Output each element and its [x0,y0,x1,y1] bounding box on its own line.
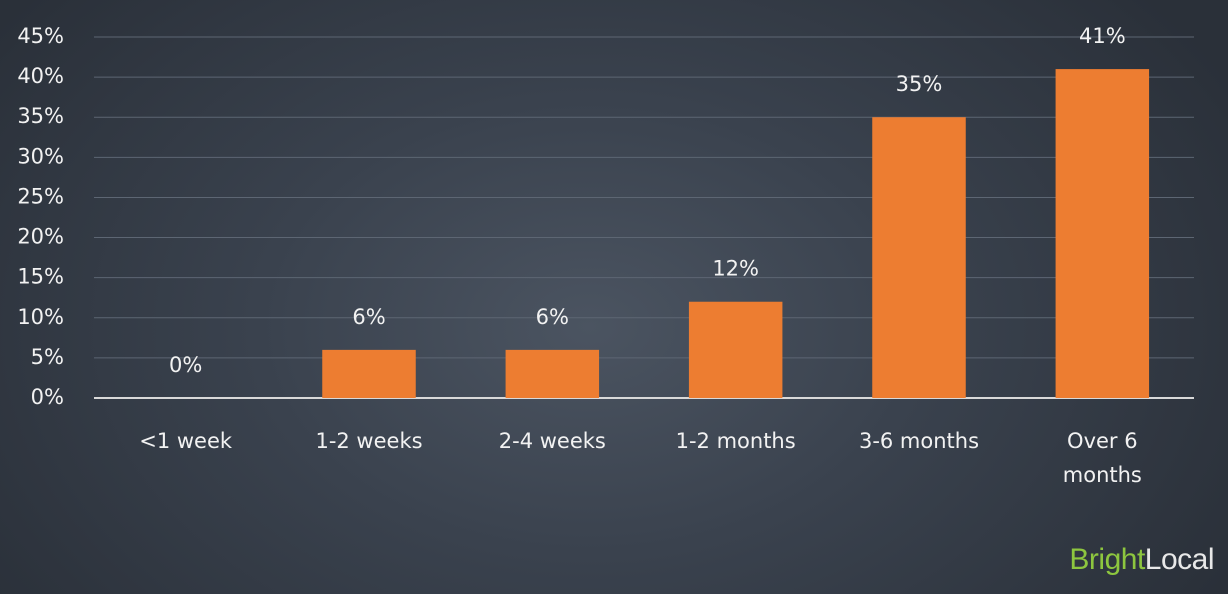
data-label: 6% [536,305,569,329]
bar [505,349,600,398]
brand-part: Bright [1069,543,1145,576]
y-tick-label: 0% [31,385,64,409]
data-label: 41% [1079,24,1126,48]
data-label: 35% [896,72,943,96]
y-tick-label: 5% [31,345,64,369]
y-tick-label: 35% [17,104,64,128]
y-tick-label: 25% [17,184,64,208]
data-label: 6% [352,305,385,329]
y-tick-label: 30% [17,144,64,168]
y-tick-label: 10% [17,305,64,329]
data-label: 0% [169,353,202,377]
bar [322,349,416,398]
x-tick-label: 1-2 weeks [315,429,423,453]
x-tick-label: 2-4 weeks [498,429,606,453]
y-tick-label: 40% [17,64,64,88]
x-tick-label: 3-6 months [858,429,980,453]
y-tick-label: 45% [17,24,64,48]
brand-part: Local [1144,543,1215,576]
x-tick-label: <1 week [139,429,233,453]
bar [1055,69,1150,398]
x-tick-label: Over 6 months [1062,429,1142,487]
bar [872,117,966,398]
bar [688,301,783,398]
data-label: 12% [712,257,759,281]
x-tick-label: 1-2 months [675,429,796,453]
y-tick-label: 20% [17,225,64,249]
y-tick-label: 15% [17,265,64,289]
brand-logo: BrightLocal [1069,543,1214,577]
